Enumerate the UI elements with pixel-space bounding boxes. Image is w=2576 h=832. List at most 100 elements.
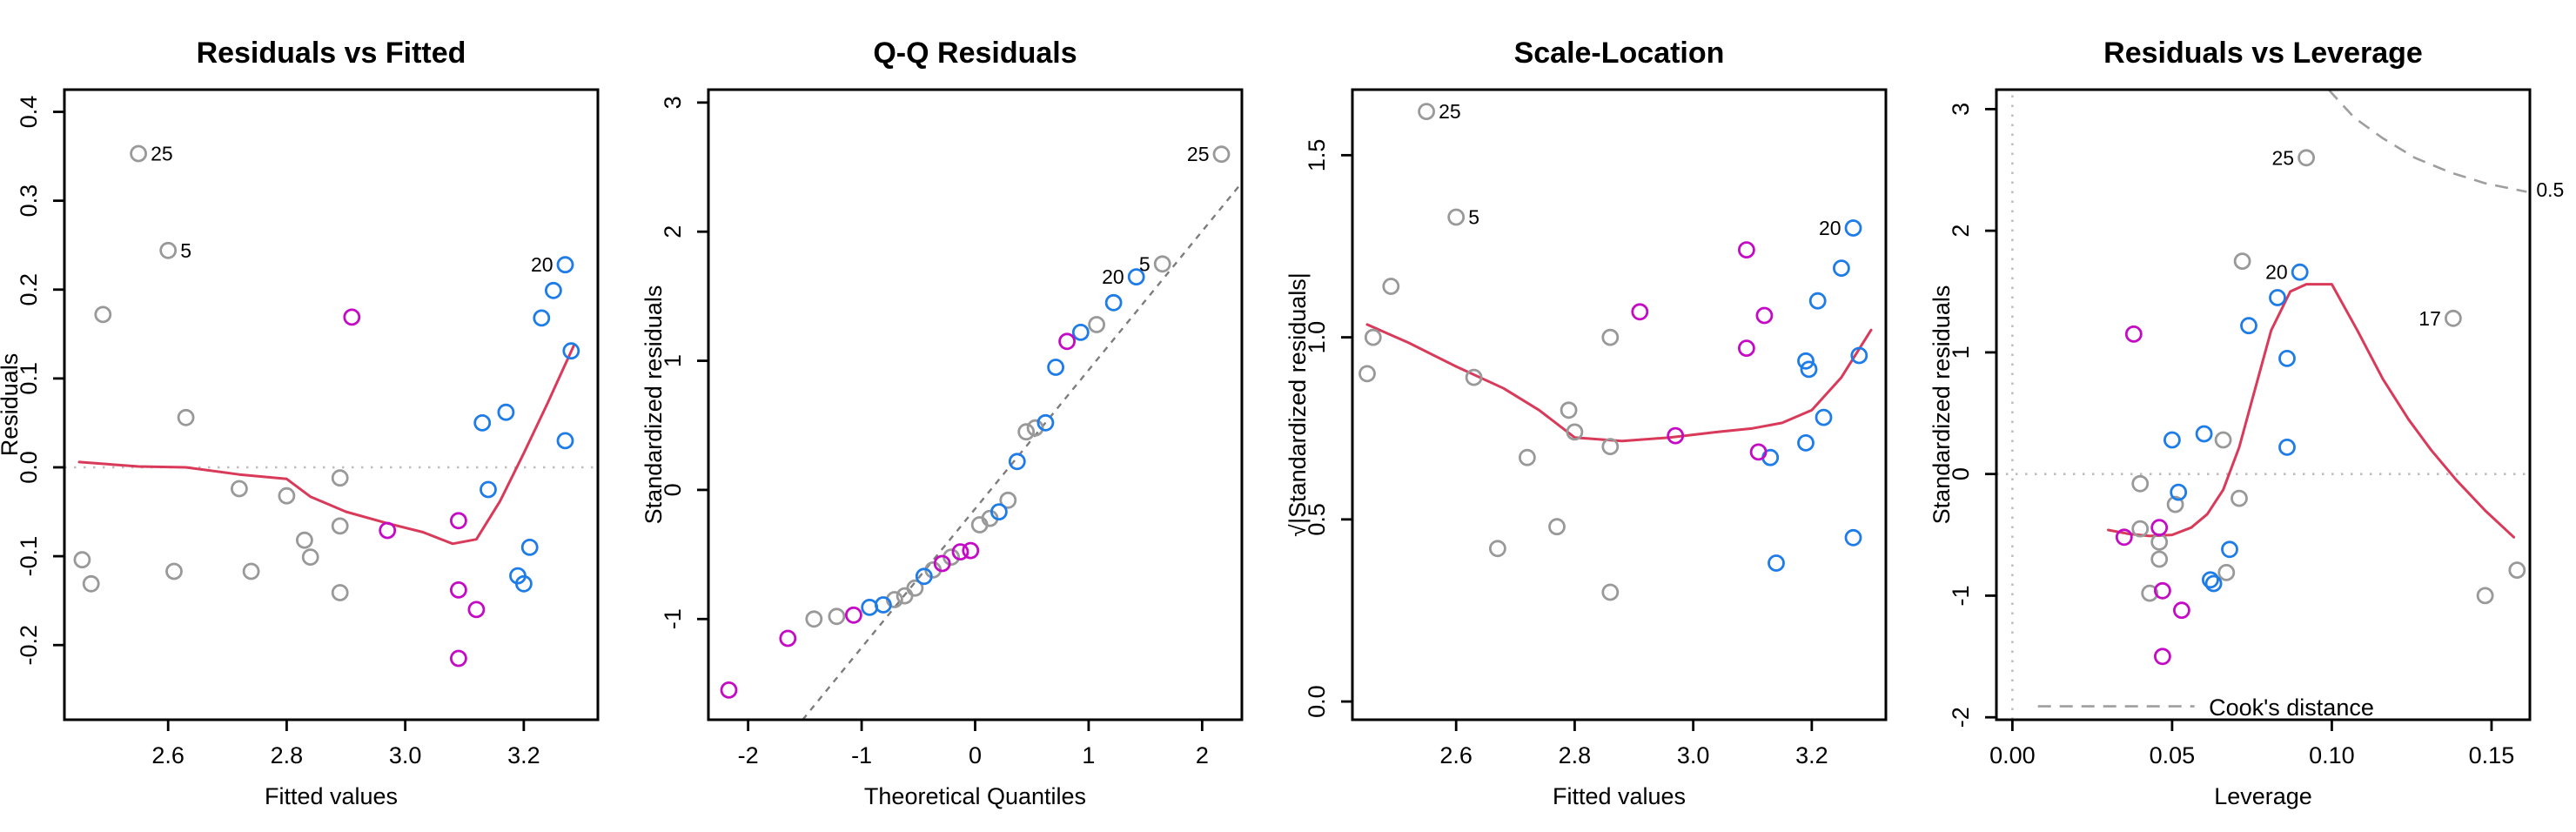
data-point-magenta — [2153, 647, 2171, 666]
data-point-blue — [1008, 453, 1026, 471]
data-point-blue — [2240, 317, 2257, 335]
panel-residuals-vs-leverage: 0.00 0.05 0.10 0.15 -2 -1 0 1 2 3 Residuals vs Lev… — [1932, 37, 2564, 809]
data-point-blue — [545, 281, 562, 299]
data-point-blue — [1850, 346, 1868, 365]
data-point-magenta — [933, 554, 951, 573]
y-axis-label: √|Standardized residuals| — [1288, 272, 1311, 537]
panel-residuals-vs-fitted: 2.6 2.8 3.0 3.2 -0.2 -0.1 0.0 0.1 0.2 0.3 0.4 Resid… — [0, 37, 600, 809]
data-point-magenta — [450, 512, 467, 530]
data-point-gray — [159, 241, 178, 259]
data-point-gray — [242, 562, 260, 580]
data-point-blue — [1768, 554, 1785, 572]
data-point-gray — [999, 491, 1017, 509]
y-axis-label: Standardized residuals — [644, 285, 667, 525]
data-point-gray — [1017, 423, 1036, 441]
x-tick-label: 3.0 — [389, 742, 422, 768]
point-label: 20 — [2265, 261, 2288, 284]
data-point-magenta — [779, 629, 797, 647]
data-point-gray — [2231, 489, 2248, 507]
data-point-blue — [2163, 431, 2181, 449]
data-point-gray — [301, 548, 319, 566]
data-point-gray — [1364, 328, 1382, 346]
data-point-blue — [556, 256, 574, 274]
data-point-gray — [2508, 561, 2526, 579]
data-point-blue — [861, 599, 879, 616]
data-point-magenta — [2124, 325, 2143, 343]
data-point-magenta — [844, 606, 862, 624]
x-tick-label: 2.8 — [1559, 742, 1592, 768]
data-point-gray — [2214, 431, 2232, 449]
y-tick-label: 0.0 — [1304, 685, 1330, 718]
data-point-magenta — [343, 308, 361, 326]
plot-box — [1351, 88, 1888, 721]
data-point-gray — [331, 517, 349, 535]
y-tick-label: 2 — [1948, 225, 1974, 238]
y-tick-label: 1 — [1948, 346, 1974, 359]
data-point-gray — [165, 562, 183, 580]
data-point-gray — [1560, 401, 1578, 419]
x-axis-label: Fitted values — [1553, 783, 1686, 809]
data-point-blue — [915, 567, 933, 586]
x-tick-label: 3.2 — [1795, 742, 1828, 768]
data-point-magenta — [450, 581, 467, 599]
x-tick-label: -1 — [851, 742, 872, 768]
point-label: 20 — [1819, 217, 1841, 239]
data-point-blue — [497, 403, 515, 421]
data-point-gray — [2150, 533, 2169, 551]
smoother-line — [1365, 323, 1873, 443]
y-tick-label: 0.2 — [16, 273, 42, 306]
data-point-gray — [805, 610, 823, 628]
data-point-blue — [1036, 413, 1055, 432]
data-point-gray — [1465, 368, 1483, 386]
data-point-magenta — [962, 541, 980, 560]
data-point-magenta — [1667, 426, 1685, 445]
data-point-blue — [1127, 268, 1145, 286]
data-point-gray — [177, 408, 195, 426]
data-point-magenta — [1738, 339, 1755, 358]
data-point-gray — [1601, 328, 1620, 346]
data-point-blue — [1047, 359, 1065, 376]
panel-title: Residuals vs Leverage — [2103, 37, 2423, 70]
data-point-blue — [874, 596, 892, 614]
x-tick-label: 1 — [1082, 742, 1095, 768]
y-tick-label: 2 — [660, 225, 686, 238]
reference-line-dashed — [802, 182, 1243, 721]
point-label: 20 — [531, 253, 553, 276]
data-point-gray — [1548, 518, 1566, 536]
data-point-gray — [1566, 423, 1584, 441]
data-point-blue — [556, 432, 574, 450]
x-tick-label: -2 — [738, 742, 759, 768]
data-point-magenta — [720, 681, 738, 699]
data-point-gray — [331, 469, 349, 487]
x-tick-label: 2.8 — [271, 742, 304, 768]
x-tick-label: 0.10 — [2309, 742, 2355, 768]
y-tick-label: -0.2 — [16, 625, 42, 666]
data-point-gray — [230, 480, 248, 498]
panel-qq-residuals: -2 -1 0 1 2 -1 0 1 2 3 Q-Q Residuals Theoretical Qu… — [644, 37, 1244, 809]
panel-scale-location: 2.6 2.8 3.0 3.2 0.0 0.5 1.0 1.5 Scale-Location Fi… — [1288, 37, 1888, 809]
data-point-magenta — [467, 601, 486, 619]
y-tick-label: -2 — [1948, 707, 1974, 728]
annotation-text: 0.5 — [2536, 178, 2564, 201]
data-point-gray — [2217, 564, 2236, 581]
x-tick-label: 2.6 — [1439, 742, 1472, 768]
data-point-magenta — [1755, 306, 1774, 325]
point-label: 17 — [2418, 307, 2441, 330]
data-point-blue — [2269, 289, 2286, 306]
data-point-blue — [1071, 323, 1090, 341]
data-point-blue — [473, 413, 492, 432]
svg-text:√|Standardized residuals|: √|Standardized residuals| — [1288, 272, 1311, 537]
y-tick-label: 0 — [1948, 467, 1974, 480]
data-point-gray — [1358, 365, 1376, 383]
data-point-gray — [1518, 448, 1536, 466]
data-point-blue — [520, 539, 539, 556]
y-tick-label: 0 — [660, 483, 686, 496]
point-label: 5 — [1468, 205, 1479, 228]
data-point-blue — [2278, 439, 2296, 456]
data-point-gray — [2298, 149, 2316, 167]
y-tick-label: 1.0 — [1304, 321, 1330, 354]
data-point-magenta — [2153, 581, 2171, 600]
x-tick-label: 2 — [1196, 742, 1209, 768]
data-point-blue — [2278, 349, 2296, 367]
